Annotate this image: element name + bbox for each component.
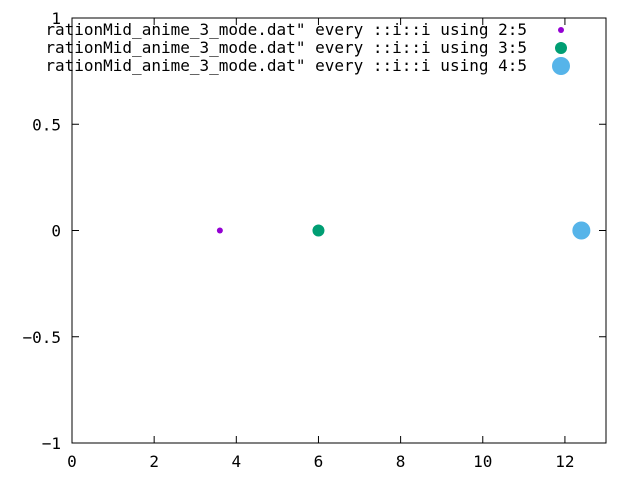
x-tick-label: 6	[314, 452, 324, 471]
legend-marker-series-2	[555, 42, 567, 54]
legend-marker-series-1	[558, 27, 564, 33]
legend-marker-series-3	[552, 57, 570, 75]
data-point-series-3	[572, 221, 591, 240]
x-tick-label: 4	[231, 452, 241, 471]
y-tick-label: −0.5	[22, 328, 61, 347]
legend-label-series-3: rationMid_anime_3_mode.dat" every ::i::i…	[45, 56, 527, 75]
y-tick-label: 0	[51, 222, 61, 241]
y-tick-label: 1	[51, 9, 61, 28]
x-tick-label: 10	[473, 452, 492, 471]
axes: 0 2 4 6 8 10 12 −1 −0.5 0 0.5 1	[22, 9, 607, 471]
legend: rationMid_anime_3_mode.dat" every ::i::i…	[45, 20, 570, 75]
data-point-series-1	[216, 227, 223, 234]
y-tick-label: −1	[42, 434, 61, 453]
plot-border	[71, 17, 607, 444]
legend-label-series-2: rationMid_anime_3_mode.dat" every ::i::i…	[45, 38, 527, 57]
legend-label-series-1: rationMid_anime_3_mode.dat" every ::i::i…	[45, 20, 527, 39]
data-points	[216, 221, 591, 240]
data-point-series-2	[312, 224, 325, 237]
x-tick-label: 2	[149, 452, 159, 471]
x-tick-label: 0	[67, 452, 77, 471]
y-tick-label: 0.5	[32, 115, 61, 134]
x-tick-label: 12	[555, 452, 574, 471]
x-tick-label: 8	[396, 452, 406, 471]
